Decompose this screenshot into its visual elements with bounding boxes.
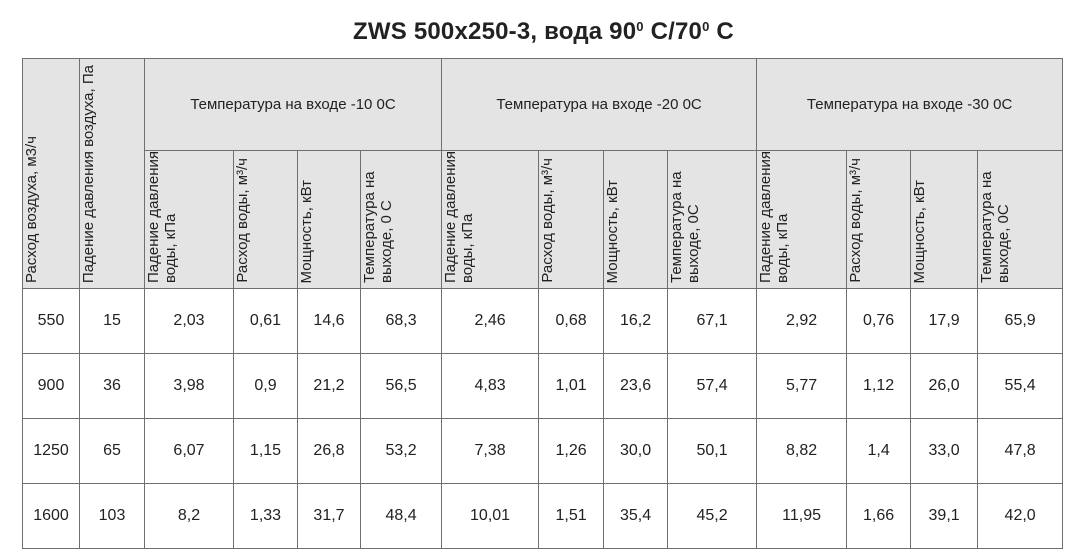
header-outlet-temp: Температура на выходе, 0 С <box>359 150 443 289</box>
cell-airflow: 550 <box>22 288 80 354</box>
group-header-minus-30: Температура на входе -30 0С <box>756 58 1064 151</box>
cell-air-pressure: 36 <box>79 353 145 419</box>
table-row: 900 36 3,98 0,9 21,2 56,5 4,83 1,01 23,6… <box>22 353 1064 419</box>
table-cell: 16,2 <box>603 288 669 354</box>
header-outlet-temp: Температура на выходе, 0С <box>977 150 1064 289</box>
specification-table: Расход воздуха, м3/ч Падение давления во… <box>22 58 1064 549</box>
table-row: 1600 103 8,2 1,33 31,7 48,4 10,01 1,51 3… <box>22 483 1064 549</box>
table-cell: 68,3 <box>359 288 443 354</box>
table-cell: 53,2 <box>359 418 443 484</box>
header-power: Мощность, кВт <box>910 150 979 289</box>
cell-airflow: 900 <box>22 353 80 419</box>
table-cell: 45,2 <box>667 483 758 549</box>
header-water-flow: Расход воды, м³/ч <box>538 150 605 289</box>
cell-air-pressure: 103 <box>79 483 145 549</box>
table-cell: 0,68 <box>538 288 605 354</box>
table-cell: 4,83 <box>441 353 540 419</box>
header-water-pressure-drop: Падение давления воды, кПа <box>756 150 848 289</box>
table-cell: 10,01 <box>441 483 540 549</box>
table-cell: 0,9 <box>233 353 298 419</box>
table-cell: 14,6 <box>297 288 361 354</box>
header-power: Мощность, кВт <box>603 150 669 289</box>
table-cell: 50,1 <box>667 418 758 484</box>
table-cell: 23,6 <box>603 353 669 419</box>
header-power: Мощность, кВт <box>297 150 361 289</box>
header-air-pressure-drop: Падение давления воздуха, Па <box>79 58 145 289</box>
table-cell: 0,61 <box>233 288 298 354</box>
table-cell: 1,01 <box>538 353 605 419</box>
group-header-minus-10: Температура на входе -10 0С <box>143 58 443 151</box>
table-cell: 8,2 <box>144 483 234 549</box>
table-cell: 1,66 <box>846 483 912 549</box>
table-cell: 26,8 <box>297 418 361 484</box>
table-cell: 1,15 <box>233 418 298 484</box>
header-water-flow: Расход воды, м³/ч <box>233 150 298 289</box>
cell-air-pressure: 15 <box>79 288 145 354</box>
table-cell: 6,07 <box>144 418 234 484</box>
table-cell: 1,12 <box>846 353 912 419</box>
table-cell: 2,92 <box>756 288 848 354</box>
table-cell: 35,4 <box>603 483 669 549</box>
cell-air-pressure: 65 <box>79 418 145 484</box>
table-cell: 0,76 <box>846 288 912 354</box>
table-cell: 48,4 <box>359 483 443 549</box>
header-water-pressure-drop: Падение давления воды, кПа <box>144 150 234 289</box>
table-cell: 11,95 <box>756 483 848 549</box>
table-cell: 31,7 <box>297 483 361 549</box>
cell-airflow: 1600 <box>22 483 80 549</box>
header-outlet-temp: Температура на выходе, 0С <box>667 150 758 289</box>
page-title: ZWS 500x250-3, вода 900 C/700 C <box>353 18 734 45</box>
table-cell: 65,9 <box>977 288 1064 354</box>
table-cell: 26,0 <box>910 353 979 419</box>
table-cell: 56,5 <box>359 353 443 419</box>
table-row: 550 15 2,03 0,61 14,6 68,3 2,46 0,68 16,… <box>22 288 1064 354</box>
table-cell: 3,98 <box>144 353 234 419</box>
table-row: 1250 65 6,07 1,15 26,8 53,2 7,38 1,26 30… <box>22 418 1064 484</box>
table-cell: 1,51 <box>538 483 605 549</box>
group-header-minus-20: Температура на входе -20 0С <box>441 58 758 151</box>
table-cell: 1,26 <box>538 418 605 484</box>
table-cell: 33,0 <box>910 418 979 484</box>
table-cell: 30,0 <box>603 418 669 484</box>
table-cell: 39,1 <box>910 483 979 549</box>
table-cell: 1,33 <box>233 483 298 549</box>
table-cell: 2,03 <box>144 288 234 354</box>
header-water-flow: Расход воды, м³/ч <box>846 150 912 289</box>
table-cell: 17,9 <box>910 288 979 354</box>
table-cell: 42,0 <box>977 483 1064 549</box>
header-water-pressure-drop: Падение давления воды, кПа <box>441 150 540 289</box>
table-cell: 2,46 <box>441 288 540 354</box>
cell-airflow: 1250 <box>22 418 80 484</box>
table-cell: 1,4 <box>846 418 912 484</box>
header-airflow: Расход воздуха, м3/ч <box>22 58 80 289</box>
table-cell: 57,4 <box>667 353 758 419</box>
table-cell: 8,82 <box>756 418 848 484</box>
table-cell: 5,77 <box>756 353 848 419</box>
table-cell: 7,38 <box>441 418 540 484</box>
table-cell: 67,1 <box>667 288 758 354</box>
table-cell: 47,8 <box>977 418 1064 484</box>
table-cell: 55,4 <box>977 353 1064 419</box>
table-cell: 21,2 <box>297 353 361 419</box>
